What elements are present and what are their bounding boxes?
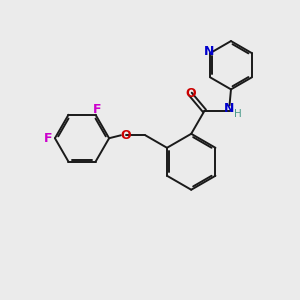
Text: N: N xyxy=(224,102,235,115)
Text: H: H xyxy=(235,109,242,119)
Text: F: F xyxy=(93,103,101,116)
Text: O: O xyxy=(185,87,196,100)
Text: F: F xyxy=(44,132,53,145)
Text: N: N xyxy=(203,45,214,58)
Text: O: O xyxy=(121,129,131,142)
